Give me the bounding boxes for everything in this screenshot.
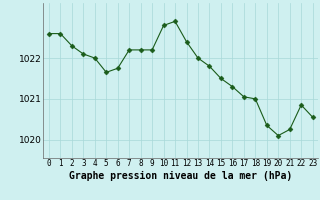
X-axis label: Graphe pression niveau de la mer (hPa): Graphe pression niveau de la mer (hPa) (69, 171, 292, 181)
